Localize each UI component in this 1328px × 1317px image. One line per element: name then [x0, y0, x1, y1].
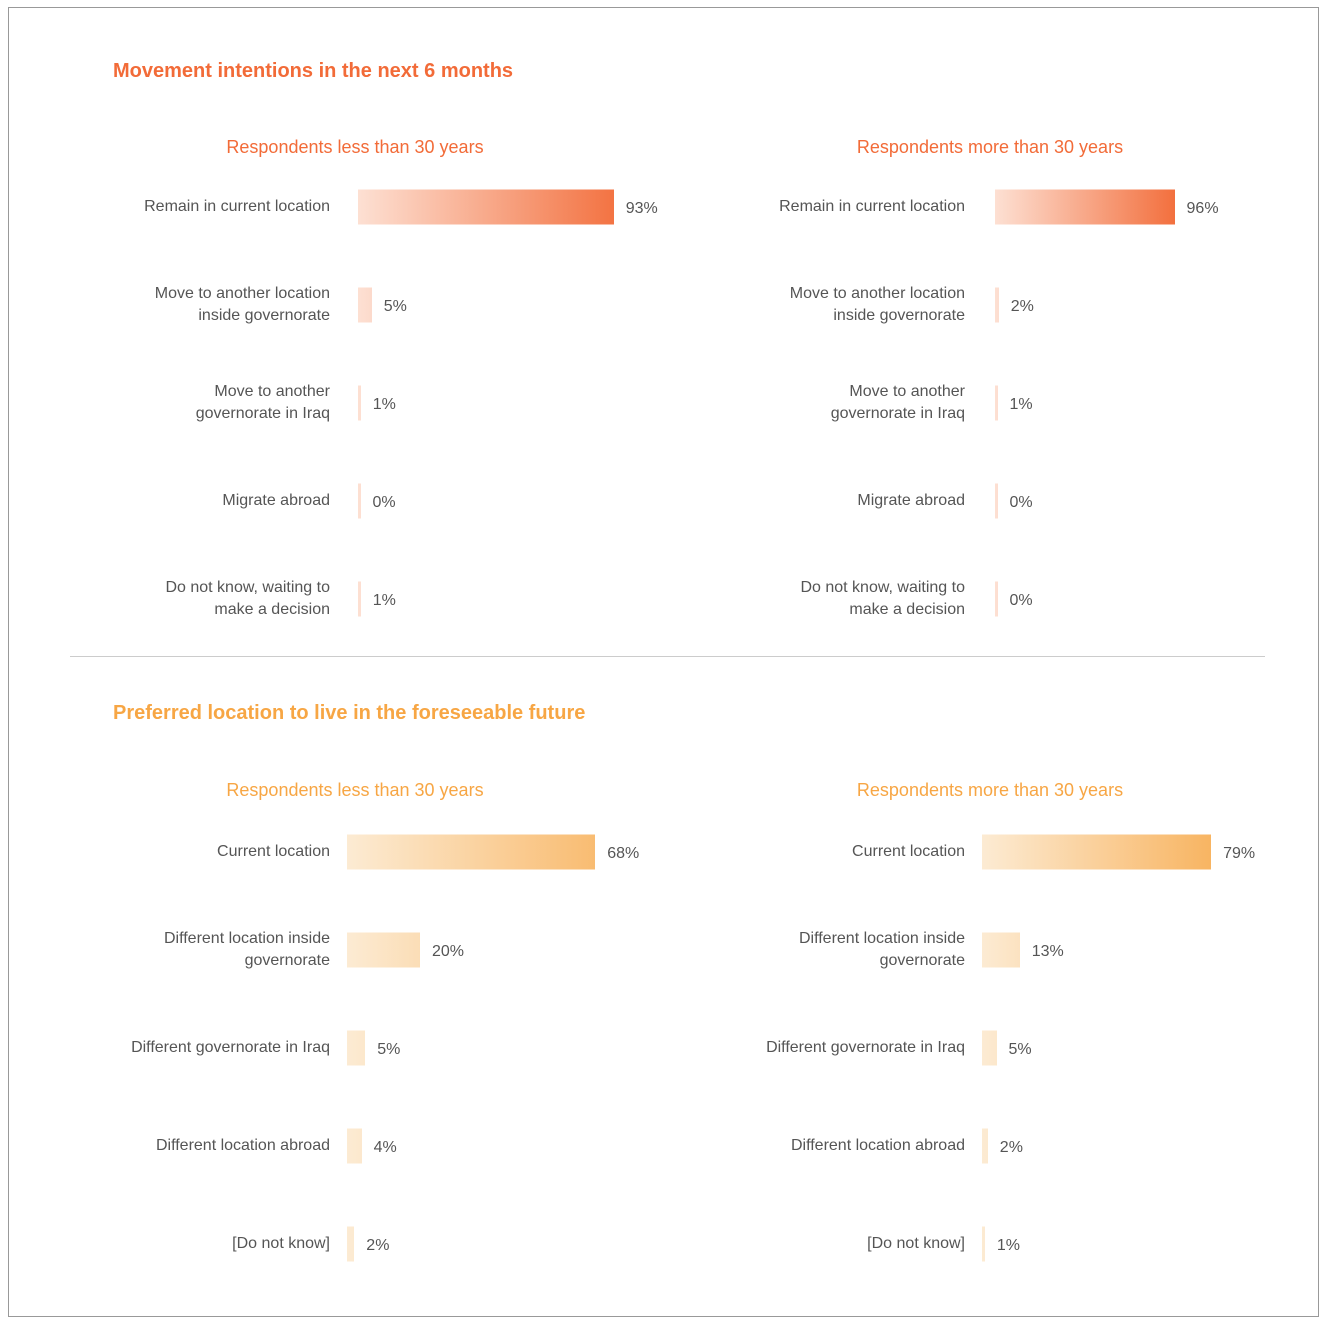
bar — [358, 189, 614, 225]
value-label: 20% — [432, 943, 465, 960]
category-label: Different location abroad — [155, 1137, 330, 1154]
value-label: 2% — [999, 1139, 1023, 1156]
bar — [347, 1226, 355, 1262]
category-label: Current location — [217, 843, 330, 860]
value-label: 1% — [372, 396, 396, 413]
category-label: Different location inside governorate — [798, 930, 965, 969]
category-label: Move to another location inside governor… — [154, 285, 330, 324]
value-label: 79% — [1223, 845, 1256, 862]
section-title: Movement intentions in the next 6 months — [113, 60, 514, 82]
bar — [982, 834, 1212, 870]
bar — [982, 1226, 985, 1262]
bar — [995, 483, 998, 519]
category-label: [Do not know] — [867, 1235, 965, 1252]
bar — [358, 287, 372, 323]
category-label: Different location abroad — [790, 1137, 965, 1154]
bar — [982, 1030, 997, 1066]
category-label: Move to another governorate in Iraq — [195, 383, 330, 422]
category-label: Different governorate in Iraq — [131, 1039, 330, 1056]
category-label: Remain in current location — [144, 198, 330, 215]
chart-subtitle: Respondents less than 30 years — [226, 780, 484, 800]
value-label: 93% — [625, 200, 658, 217]
chart-subtitle: Respondents more than 30 years — [856, 137, 1124, 157]
category-label: Migrate abroad — [857, 492, 965, 509]
bar — [995, 385, 998, 421]
category-label: Move to another governorate in Iraq — [830, 383, 965, 422]
bar — [358, 581, 361, 617]
category-label: Move to another location inside governor… — [789, 285, 965, 324]
category-label: Different governorate in Iraq — [766, 1039, 965, 1056]
value-label: 13% — [1031, 943, 1064, 960]
value-label: 5% — [383, 298, 407, 315]
section-title: Preferred location to live in the forese… — [113, 702, 586, 724]
value-label: 1% — [996, 1237, 1021, 1254]
bar — [982, 932, 1020, 968]
chart-subtitle: Respondents less than 30 years — [226, 137, 484, 157]
value-label: 2% — [366, 1237, 390, 1254]
category-label: Different location inside governorate — [163, 930, 330, 969]
category-label: Do not know, waiting to make a decision — [800, 579, 965, 618]
category-label: Current location — [852, 843, 965, 860]
value-label: 2% — [1010, 298, 1034, 315]
category-label: Do not know, waiting to make a decision — [165, 579, 330, 618]
value-label: 68% — [607, 845, 640, 862]
value-label: 5% — [377, 1041, 401, 1058]
bar — [995, 189, 1175, 225]
value-label: 0% — [1009, 592, 1033, 609]
bar — [982, 1128, 988, 1164]
bar — [347, 834, 596, 870]
value-label: 1% — [1009, 396, 1033, 413]
value-label: 4% — [373, 1139, 397, 1156]
bar — [347, 1128, 362, 1164]
bar — [358, 483, 361, 519]
bar — [995, 581, 998, 617]
value-label: 1% — [372, 592, 396, 609]
bar — [347, 932, 420, 968]
chart-subtitle: Respondents more than 30 years — [856, 780, 1124, 800]
value-label: 5% — [1008, 1041, 1032, 1058]
bar — [358, 385, 361, 421]
divider — [70, 656, 1265, 657]
bar — [347, 1030, 366, 1066]
value-label: 0% — [372, 494, 396, 511]
category-label: [Do not know] — [232, 1235, 330, 1252]
bar — [995, 287, 999, 323]
value-label: 96% — [1186, 200, 1219, 217]
value-label: 0% — [1009, 494, 1033, 511]
category-label: Remain in current location — [779, 198, 965, 215]
category-label: Migrate abroad — [222, 492, 330, 509]
